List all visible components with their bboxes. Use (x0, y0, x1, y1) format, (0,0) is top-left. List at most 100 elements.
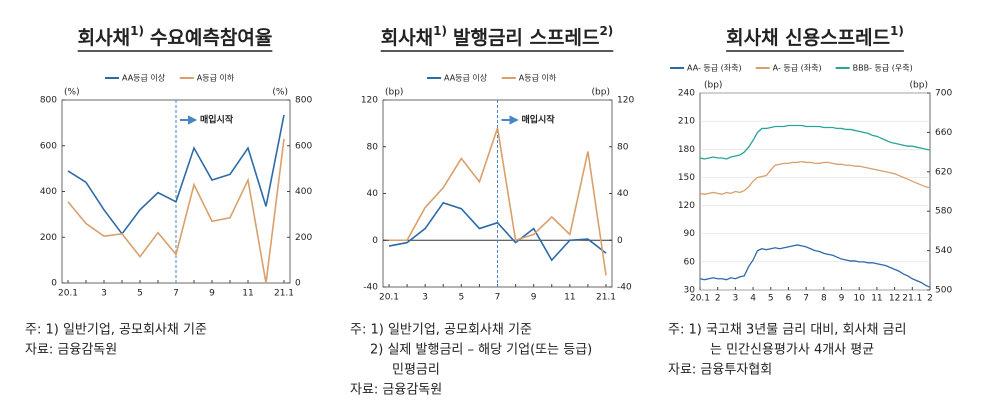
note: 자료: 금융감독원 (25, 343, 117, 358)
chart-title: 회사채1) 발행금리 스프레드2) (381, 24, 614, 49)
y-tick-label: 800 (40, 96, 57, 106)
y-tick-label: 400 (40, 187, 57, 197)
x-tick-label: 9 (839, 294, 845, 304)
x-tick-label: 21.1 (596, 293, 616, 303)
chart-title: 회사채 신용스프레드1) (726, 24, 904, 49)
legend: AA등급 이상 A등급 이하 (427, 73, 557, 83)
y2-tick-label: 0 (617, 236, 623, 246)
y2-tick-label: 200 (295, 233, 312, 243)
y2-tick-label: 500 (935, 286, 952, 296)
y-tick-label: 200 (40, 233, 57, 243)
y2-tick-label: 120 (617, 96, 634, 106)
x-tick-label: 11 (871, 294, 882, 304)
y-tick-label: 600 (40, 141, 57, 151)
y2-tick-label: 0 (295, 279, 301, 289)
legend-label: A등급 이하 (197, 73, 235, 83)
chart-title: 회사채1) 수요예측참여율 (78, 24, 273, 49)
series-line (67, 114, 285, 236)
note: 민평금리 (392, 363, 440, 378)
note: 2) 실제 발행금리 – 해당 기업(또는 등급) (370, 342, 592, 358)
note: 주: 1) 일반기업, 공모회사채 기준 (25, 323, 207, 338)
y-tick-label: 60 (684, 257, 696, 267)
y-tick-label: -40 (363, 283, 378, 293)
x-tick-label: 12 (889, 294, 900, 304)
x-tick-label: 3 (422, 293, 428, 303)
x-tick-label: 7 (173, 289, 179, 299)
y2-tick-label: 700 (935, 89, 952, 99)
event-label: 매입시작 (200, 114, 234, 126)
x-tick-label: 20.1 (379, 293, 399, 303)
x-tick-label: 11 (242, 289, 253, 299)
y-tick-label: 90 (684, 229, 696, 239)
legend-label: AA등급 이상 (444, 73, 488, 83)
series-line (699, 160, 931, 195)
series-line (67, 138, 285, 284)
title-part: 수요예측참여율 (150, 27, 272, 49)
x-tick-label: 21.1 (274, 289, 294, 299)
y-tick-label: 80 (367, 142, 379, 152)
title-part: 발행금리 스프레드 (453, 27, 599, 49)
y2-tick-label: 800 (295, 96, 312, 106)
event-arrow (501, 115, 519, 125)
title-part: 1) (433, 24, 447, 38)
x-tick-label: 2 (927, 294, 933, 304)
legend: AA등급 이상 A등급 이하 (105, 73, 235, 83)
y-tick-label: 150 (678, 173, 695, 183)
y-axis-label: (bp) (704, 81, 722, 91)
y-tick-label: 180 (678, 145, 695, 155)
title-part: 회사채 신용스프레드 (726, 27, 890, 49)
y-tick-label: 0 (51, 279, 57, 289)
x-tick-label: 5 (137, 289, 143, 299)
x-tick-label: 20.1 (690, 294, 710, 304)
x-tick-label: 5 (768, 294, 774, 304)
y-tick-label: 120 (361, 96, 378, 106)
series-line (389, 127, 607, 276)
y2-axis-label: (bp) (592, 88, 610, 98)
legend: AA- 등급 (좌축) A- 등급 (좌축) BBB- 등급 (우축) (670, 64, 913, 73)
x-tick-label: 7 (495, 293, 501, 303)
y-tick-label: 30 (684, 286, 696, 296)
note: 자료: 금융감독원 (350, 383, 442, 398)
x-tick-label: 10 (854, 294, 866, 304)
title-part: 1) (890, 24, 904, 38)
title-part: 2) (599, 24, 613, 38)
x-tick-label: 4 (750, 294, 756, 304)
legend-label: A등급 이하 (519, 73, 557, 83)
note: 주: 1) 국고채 3년물 금리 대비, 회사채 금리 (668, 323, 906, 338)
x-tick-label: 6 (786, 294, 792, 304)
title-part: 1) (130, 24, 144, 38)
note: 자료: 금융투자협회 (668, 363, 772, 378)
y2-tick-label: 400 (295, 187, 312, 197)
y2-tick-label: 580 (935, 207, 952, 217)
y2-tick-label: 540 (935, 246, 952, 256)
y-axis-label: (bp) (385, 88, 403, 98)
y2-axis-label: (bp) (910, 81, 928, 91)
note: 는 민간신용평가사 4개사 평균 (710, 343, 874, 358)
x-tick-label: 21.1 (902, 294, 922, 304)
note: 주: 1) 일반기업, 공모회사채 기준 (350, 323, 532, 338)
x-tick-label: 11 (564, 293, 575, 303)
y2-axis-label: (%) (272, 88, 288, 98)
series-line (388, 201, 607, 262)
y2-tick-label: 80 (617, 142, 629, 152)
y2-tick-label: 600 (295, 141, 312, 151)
y-tick-label: 40 (367, 189, 379, 199)
legend-label: A- 등급 (좌축) (773, 64, 822, 73)
title-part: 회사채 (78, 27, 130, 49)
series-line (699, 124, 931, 160)
legend-label: AA등급 이상 (122, 73, 166, 83)
y-tick-label: 120 (678, 201, 695, 211)
y-tick-label: 0 (372, 236, 378, 246)
x-tick-label: 8 (821, 294, 827, 304)
event-arrow (180, 115, 198, 125)
x-tick-label: 20.1 (58, 289, 78, 299)
x-tick-label: 7 (803, 294, 809, 304)
y2-tick-label: -40 (617, 283, 632, 293)
legend-label: BBB- 등급 (우축) (853, 64, 913, 73)
x-tick-label: 2 (715, 294, 721, 304)
y2-tick-label: 660 (935, 128, 952, 138)
x-tick-label: 3 (733, 294, 739, 304)
series-line (699, 244, 931, 288)
y-tick-label: 240 (678, 89, 695, 99)
legend-label: AA- 등급 (좌축) (687, 64, 742, 73)
